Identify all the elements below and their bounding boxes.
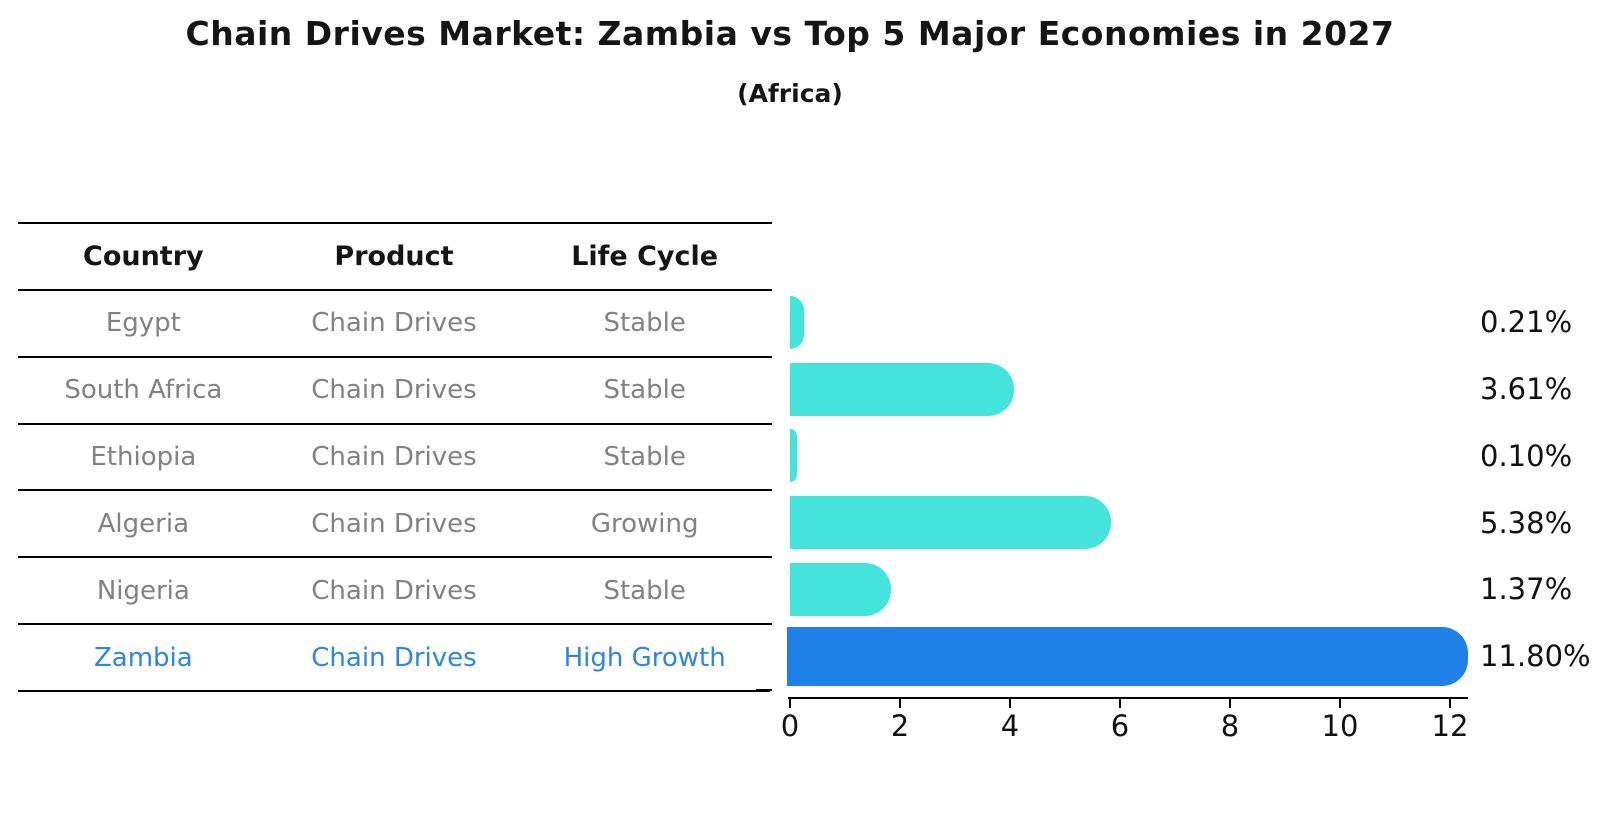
table-row-south-africa: South Africa Chain Drives Stable [18, 355, 770, 423]
y-axis-tick [756, 623, 772, 625]
bar-algeria [790, 496, 1112, 549]
value-label-algeria: 5.38% [1480, 506, 1573, 540]
cell-life-cycle: Growing [590, 508, 699, 539]
table-row-ethiopia: Ethiopia Chain Drives Stable [18, 422, 770, 490]
value-label-ethiopia: 0.10% [1480, 439, 1573, 473]
value-label-zambia: 11.80% [1480, 639, 1591, 673]
chart-subtitle: (Africa) [737, 79, 843, 108]
cell-life-cycle: Stable [603, 375, 686, 406]
cell-country: Ethiopia [90, 441, 197, 472]
y-axis-tick [756, 689, 772, 691]
value-label-south-africa: 3.61% [1480, 372, 1573, 406]
y-axis-tick [756, 489, 772, 491]
x-tick-label-6: 6 [1110, 709, 1130, 743]
cell-country: South Africa [64, 375, 223, 406]
column-header-country: Country [83, 240, 204, 272]
x-axis-tick [1449, 697, 1451, 708]
bar-south-africa [790, 363, 1014, 416]
bar-zambia [787, 627, 1468, 686]
x-axis-tick [1119, 697, 1121, 708]
x-axis-tick [1009, 697, 1011, 708]
bar-nigeria [790, 563, 891, 616]
value-label-egypt: 0.21% [1480, 305, 1573, 339]
cell-product: Chain Drives [311, 441, 477, 472]
cell-life-cycle: High Growth [563, 642, 726, 673]
cell-product: Chain Drives [311, 375, 477, 406]
x-tick-label-0: 0 [780, 709, 800, 743]
column-header-product: Product [334, 240, 454, 272]
y-axis-tick [756, 289, 772, 291]
column-header-life-cycle: Life Cycle [571, 240, 719, 272]
cell-product: Chain Drives [311, 508, 477, 539]
country-table: Country Product Life Cycle Egypt Chain D… [18, 222, 770, 692]
cell-life-cycle: Stable [603, 441, 686, 472]
cell-country: Zambia [93, 642, 193, 673]
x-tick-label-8: 8 [1220, 709, 1240, 743]
y-axis-tick [756, 356, 772, 358]
chart-title: Chain Drives Market: Zambia vs Top 5 Maj… [185, 14, 1395, 53]
cell-product: Chain Drives [311, 575, 477, 606]
table-header-row: Country Product Life Cycle [18, 222, 770, 289]
y-axis-tick [756, 222, 772, 224]
y-axis-tick [756, 556, 772, 558]
x-axis-tick [1339, 697, 1341, 708]
x-axis-tick [1229, 697, 1231, 708]
cell-life-cycle: Stable [603, 308, 686, 339]
table-row-egypt: Egypt Chain Drives Stable [18, 288, 770, 356]
x-tick-label-4: 4 [1000, 709, 1020, 743]
table-row-nigeria: Nigeria Chain Drives Stable [18, 556, 770, 623]
table-row-algeria: Algeria Chain Drives Growing [18, 489, 770, 556]
bar-egypt [790, 296, 804, 349]
x-tick-label-2: 2 [890, 709, 910, 743]
bar-ethiopia [790, 429, 797, 482]
value-label-nigeria: 1.37% [1480, 572, 1573, 606]
x-tick-label-10: 10 [1321, 709, 1359, 743]
cell-country: Nigeria [96, 575, 190, 606]
cell-product: Chain Drives [311, 308, 477, 339]
x-axis-line [788, 697, 1468, 699]
x-axis-tick [789, 697, 791, 708]
cell-life-cycle: Stable [603, 575, 686, 606]
x-axis-tick [899, 697, 901, 708]
y-axis-tick [756, 423, 772, 425]
x-tick-label-12: 12 [1431, 709, 1469, 743]
table-row-zambia: Zambia Chain Drives High Growth [18, 623, 770, 690]
cell-country: Egypt [105, 308, 181, 339]
cell-country: Algeria [97, 508, 189, 539]
cell-product: Chain Drives [311, 642, 477, 673]
